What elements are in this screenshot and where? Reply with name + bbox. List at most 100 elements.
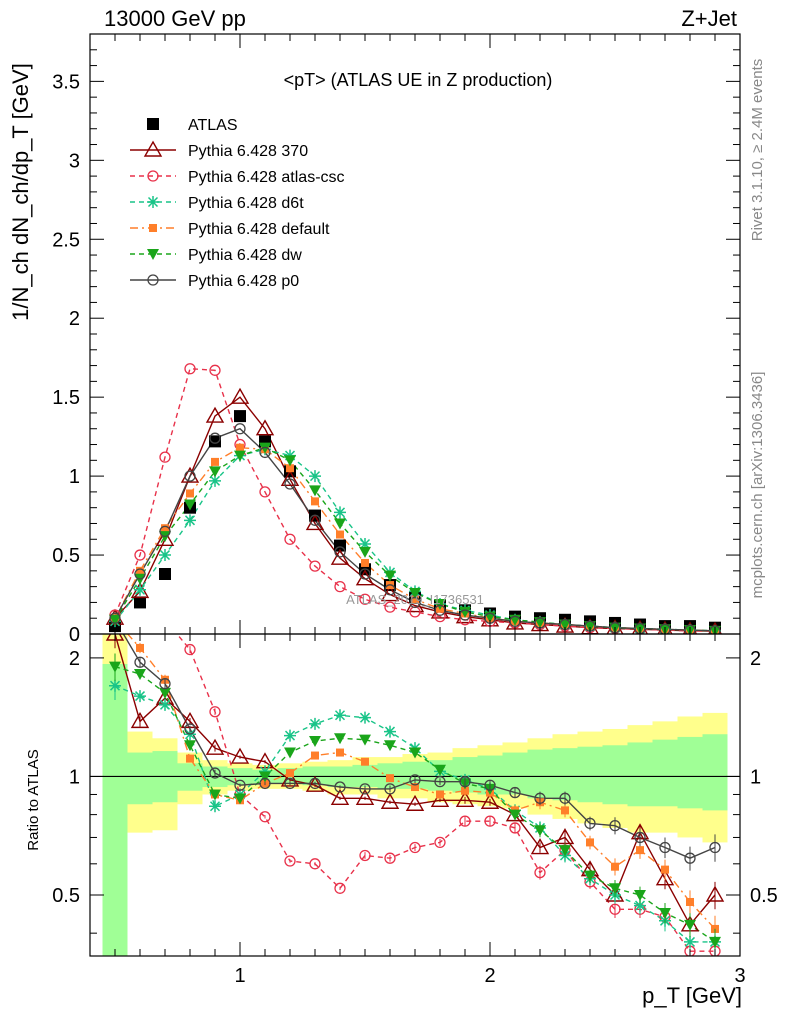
ratio-point-p0 [184, 723, 196, 735]
main-point-atlascsc [284, 533, 296, 545]
main-y-tick-label: 0.5 [52, 545, 80, 567]
ratio-point-d6t [384, 725, 396, 738]
main-point-default [361, 558, 369, 567]
ratio-point-d6t [134, 690, 146, 703]
ratio-point-p370 [205, 738, 225, 755]
ratio-point-atlascsc [160, 615, 170, 625]
ratio-point-dw [159, 687, 171, 699]
ratio-point-p370 [455, 790, 475, 807]
legend-marker-d6t [147, 196, 159, 208]
main-plot-title: <pT> (ATLAS UE in Z production) [284, 70, 553, 90]
ratio-point-dw [609, 883, 621, 895]
ratio-point-dw [684, 919, 696, 931]
ratio-y-tick-label: 2 [69, 648, 80, 670]
main-point-dw [234, 450, 246, 462]
main-point-atlascsc [209, 364, 221, 376]
ratio-point-dw [584, 870, 596, 882]
main-point-default [336, 530, 344, 539]
main-point-p0 [709, 625, 721, 634]
ratio-point-atlascsc [509, 822, 521, 834]
ratio-point-default [361, 757, 369, 766]
ratio-point-default [611, 862, 619, 871]
main-y-tick-label: 2 [69, 308, 80, 330]
ratio-point-dw [334, 733, 346, 745]
main-point-dw [309, 485, 321, 497]
ratio-point-dw [509, 809, 521, 821]
main-y-tick-label: 2.5 [52, 229, 80, 251]
main-point-p0 [409, 596, 421, 609]
main-point-d6t [359, 538, 371, 550]
ratio-point-default [311, 751, 319, 760]
ratio-point-p0 [309, 777, 321, 790]
main-point-p370 [255, 419, 275, 436]
main-point-p0 [259, 446, 271, 459]
main-point-p0 [459, 609, 471, 621]
ratio-point-d6t [359, 711, 371, 724]
x-tick-label: 2 [484, 965, 495, 987]
legend-label-p370: Pythia 6.428 370 [188, 143, 308, 160]
x-tick-label: 1 [234, 965, 245, 987]
ratio-point-dw [359, 734, 371, 746]
main-point-p0 [234, 423, 246, 435]
ratio-point-d6t [309, 717, 321, 730]
legend-label-ATLAS: ATLAS [188, 117, 238, 134]
main-point-p0 [509, 615, 521, 628]
ratio-point-p0 [159, 678, 171, 690]
ratio-point-d6t [109, 679, 121, 692]
ratio-band-green [127, 752, 153, 805]
ratio-point-atlascsc [259, 811, 271, 823]
main-point-dw [584, 621, 596, 633]
ratio-point-dw [309, 736, 321, 748]
ratio-point-atlascsc [359, 849, 371, 862]
ratio-point-p370 [130, 711, 150, 729]
main-point-p0 [184, 470, 196, 482]
main-point-dw [334, 518, 346, 530]
legend-marker-dw [147, 249, 159, 260]
ratio-point-atlascsc [209, 706, 221, 718]
ratio-point-p370 [305, 775, 325, 792]
ratio-point-atlascsc [459, 815, 471, 827]
ratio-band-green [627, 742, 653, 807]
main-point-default [236, 443, 244, 452]
ratio-point-atlascsc [184, 643, 196, 656]
ratio-y-axis-label: Ratio to ATLAS [25, 749, 42, 850]
main-point-dw [459, 606, 471, 618]
ratio-point-atlascsc [409, 841, 421, 854]
main-point-default [311, 497, 319, 506]
ratio-band-green [702, 734, 728, 811]
main-point-d6t [184, 514, 196, 527]
main-point-atlascsc [259, 486, 271, 498]
legend-marker-ATLAS [147, 118, 159, 130]
ratio-point-p0 [459, 776, 471, 788]
ratio-point-p0 [709, 841, 721, 854]
ratio-point-p0 [134, 656, 146, 668]
ratio-point-p0 [684, 852, 696, 864]
ratio-point-p0 [484, 779, 496, 791]
main-y-tick-label: 1.5 [52, 387, 80, 409]
main-point-p0 [359, 568, 371, 580]
ratio-point-p370 [380, 792, 400, 809]
mcplots-label: mcplots.cern.ch [arXiv:1306.3436] [749, 372, 766, 599]
legend-label-d6t: Pythia 6.428 d6t [188, 195, 304, 212]
ratio-point-default [436, 790, 444, 799]
ratio-y-tick-label-right: 2 [750, 648, 761, 670]
ratio-point-p370 [330, 788, 350, 806]
main-point-dw [534, 617, 546, 629]
main-point-dw [109, 614, 121, 626]
main-point-d6t [159, 549, 171, 562]
main-point-atlascsc [309, 560, 321, 572]
ratio-point-p0 [634, 831, 646, 844]
ratio-band-green [652, 739, 678, 807]
legend-label-p0: Pythia 6.428 p0 [188, 273, 299, 290]
ratio-point-p0 [209, 767, 221, 779]
ratio-point-default [336, 748, 344, 757]
ratio-point-atlascsc [309, 858, 321, 870]
main-point-p370 [155, 529, 175, 546]
main-point-p0 [134, 568, 146, 580]
ratio-point-dw [409, 747, 421, 759]
main-point-dw [184, 499, 196, 511]
main-point-p0 [159, 525, 171, 538]
ratio-point-atlascsc [484, 815, 496, 827]
ratio-point-default [561, 806, 569, 815]
ratio-y-tick-label-right: 0.5 [750, 885, 778, 907]
